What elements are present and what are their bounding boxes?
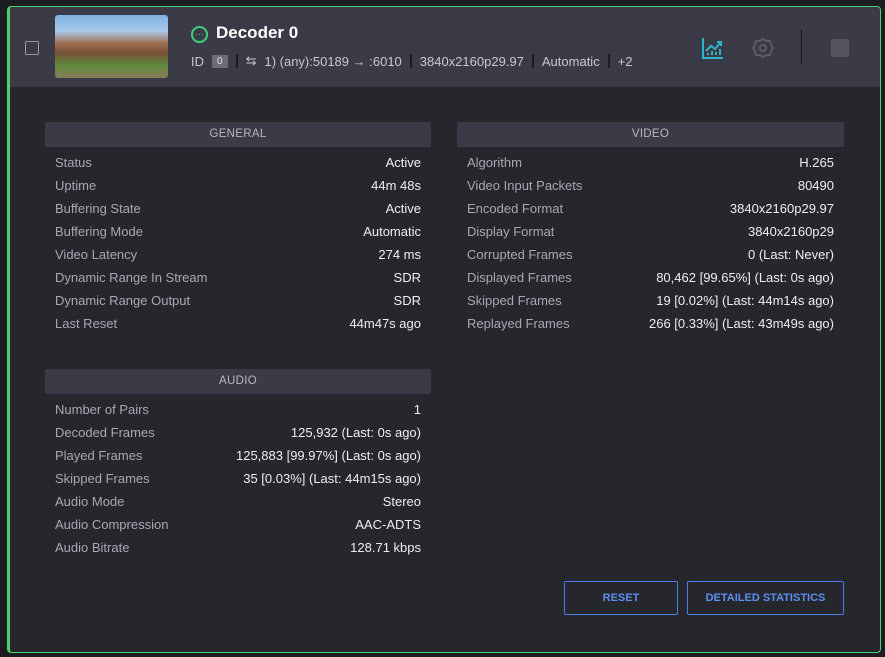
video-row: Skipped Frames 19 [0.02%] (Last: 44m14s a… <box>457 289 844 312</box>
mode-text: Automatic <box>541 53 600 69</box>
row-value: AAC-ADTS <box>355 517 421 532</box>
row-value: 125,883 [99.97%] (Last: 0s ago) <box>235 448 421 463</box>
general-row: Buffering Mode Automatic <box>45 220 431 243</box>
audio-section: AUDIO Number of Pairs 1 Decoded Frames 125,… <box>45 369 431 559</box>
audio-row: Audio Bitrate 128.71 kbps <box>45 536 431 559</box>
row-value: Active <box>385 155 421 170</box>
decoder-status-icon: ··· <box>191 26 208 43</box>
row-label: Buffering State <box>55 201 141 216</box>
divider <box>531 54 534 68</box>
select-checkbox[interactable] <box>25 41 39 55</box>
row-value: SDR <box>393 293 421 308</box>
video-thumbnail[interactable] <box>55 15 168 78</box>
row-label: Dynamic Range Output <box>55 293 191 308</box>
row-label: Uptime <box>55 178 97 193</box>
row-value: 1 <box>413 402 421 417</box>
row-label: Video Input Packets <box>467 178 583 193</box>
audio-row: Played Frames 125,883 [99.97%] (Last: 0s … <box>45 444 431 467</box>
row-label: Skipped Frames <box>467 293 562 308</box>
row-label: Display Format <box>467 224 555 239</box>
decoder-title: Decoder 0 <box>216 23 299 42</box>
id-badge: 0 <box>212 54 228 68</box>
divider <box>409 54 412 68</box>
row-value: 274 ms <box>378 247 421 262</box>
general-row: Video Latency 274 ms <box>45 243 431 266</box>
audio-header: AUDIO <box>45 369 431 394</box>
general-row: Buffering State Active <box>45 197 431 220</box>
row-value: H.265 <box>799 155 834 170</box>
general-section: GENERAL Status Active Uptime 44m 48s Bufferi… <box>45 122 431 335</box>
general-row: Dynamic Range In Stream SDR <box>45 266 431 289</box>
row-value: 266 [0.33%] (Last: 43m49s ago) <box>648 316 834 331</box>
row-label: Buffering Mode <box>55 224 143 239</box>
audio-row: Skipped Frames 35 [0.03%] (Last: 44m15s a… <box>45 467 431 490</box>
row-label: Decoded Frames <box>55 425 155 440</box>
audio-row: Audio Mode Stereo <box>45 490 431 513</box>
route-text: 1) (any):50189 → :6010 <box>264 53 402 69</box>
video-row: Displayed Frames 80,462 [99.65%] (Last: 0… <box>457 266 844 289</box>
row-label: Last Reset <box>55 316 118 331</box>
row-value: 35 [0.03%] (Last: 44m15s ago) <box>243 471 421 486</box>
header-divider <box>801 30 802 64</box>
row-label: Audio Mode <box>55 494 125 509</box>
resolution-text: 3840x2160p29.97 <box>419 53 524 69</box>
row-label: Audio Bitrate <box>55 540 130 555</box>
video-header: VIDEO <box>457 122 844 147</box>
row-value: 3840x2160p29 <box>747 224 834 239</box>
general-header: GENERAL <box>45 122 431 147</box>
audio-row: Decoded Frames 125,932 (Last: 0s ago) <box>45 421 431 444</box>
row-value: Active <box>385 201 421 216</box>
row-label: Video Latency <box>55 247 138 262</box>
row-label: Number of Pairs <box>55 402 149 417</box>
gear-icon[interactable] <box>752 37 774 59</box>
row-value: Stereo <box>382 494 421 509</box>
row-value: 125,932 (Last: 0s ago) <box>290 425 421 440</box>
row-value: 44m47s ago <box>349 316 421 331</box>
row-label: Encoded Format <box>467 201 564 216</box>
row-label: Skipped Frames <box>55 471 150 486</box>
id-label: ID <box>191 53 204 69</box>
audio-row: Audio Compression AAC-ADTS <box>45 513 431 536</box>
divider <box>235 54 238 68</box>
row-value: 0 (Last: Never) <box>748 247 834 262</box>
row-label: Displayed Frames <box>467 270 572 285</box>
row-label: Replayed Frames <box>467 316 570 331</box>
general-row: Status Active <box>45 151 431 174</box>
general-row: Uptime 44m 48s <box>45 174 431 197</box>
more-badge[interactable]: +2 <box>617 53 633 69</box>
row-value: 80490 <box>797 178 834 193</box>
video-row: Corrupted Frames 0 (Last: Never) <box>457 243 844 266</box>
row-label: Dynamic Range In Stream <box>55 270 208 285</box>
decoder-meta: ID 0 ⇆ 1) (any):50189 → :6010 3840x2160p… <box>191 53 633 69</box>
video-row: Encoded Format 3840x2160p29.97 <box>457 197 844 220</box>
reset-button[interactable]: RESET <box>564 581 678 615</box>
statistics-chart-icon[interactable] <box>702 37 724 59</box>
row-value: 3840x2160p29.97 <box>729 201 834 216</box>
row-label: Corrupted Frames <box>467 247 573 262</box>
row-label: Algorithm <box>467 155 522 170</box>
row-value: SDR <box>393 270 421 285</box>
card-header: ··· Decoder 0 ID 0 ⇆ 1) (any):50189 → :6… <box>10 7 880 87</box>
video-section: VIDEO Algorithm H.265 Video Input Packets 8… <box>457 122 844 335</box>
audio-row: Number of Pairs 1 <box>45 398 431 421</box>
row-label: Audio Compression <box>55 517 169 532</box>
route-icon: ⇆ <box>245 53 257 68</box>
general-row: Dynamic Range Output SDR <box>45 289 431 312</box>
row-label: Status <box>55 155 92 170</box>
video-row: Replayed Frames 266 [0.33%] (Last: 43m49s… <box>457 312 844 335</box>
row-value: 80,462 [99.65%] (Last: 0s ago) <box>656 270 834 285</box>
row-value: 19 [0.02%] (Last: 44m14s ago) <box>656 293 834 308</box>
row-label: Played Frames <box>55 448 143 463</box>
row-value: 44m 48s <box>371 178 421 193</box>
row-value: 128.71 kbps <box>350 540 421 555</box>
video-row: Display Format 3840x2160p29 <box>457 220 844 243</box>
decoder-card: ··· Decoder 0 ID 0 ⇆ 1) (any):50189 → :6… <box>7 6 881 653</box>
divider <box>607 54 610 68</box>
general-row: Last Reset 44m47s ago <box>45 312 431 335</box>
video-row: Video Input Packets 80490 <box>457 174 844 197</box>
stop-button[interactable] <box>831 39 849 57</box>
row-value: Automatic <box>363 224 421 239</box>
video-row: Algorithm H.265 <box>457 151 844 174</box>
detailed-statistics-button[interactable]: DETAILED STATISTICS <box>687 581 844 615</box>
